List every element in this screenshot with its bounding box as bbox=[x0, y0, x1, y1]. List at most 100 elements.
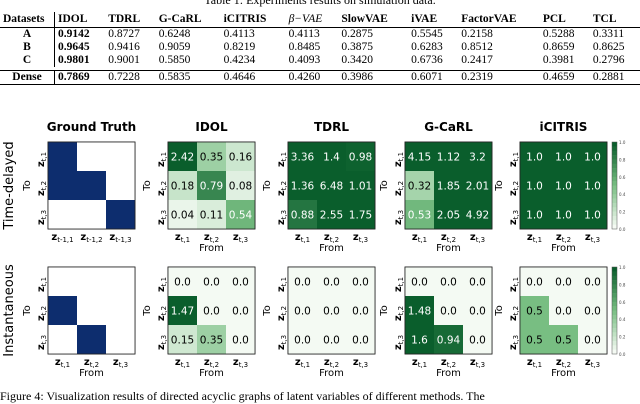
cell-value: 0.0 bbox=[584, 277, 601, 289]
colorbar-segment bbox=[612, 327, 617, 333]
cell-value: 0.0 bbox=[203, 277, 220, 289]
tick-label: zt,1 bbox=[295, 357, 310, 369]
tick-label: zt,1 bbox=[36, 277, 48, 292]
colorbar-segment bbox=[612, 267, 617, 272]
header-tdrl: TDRL bbox=[105, 12, 156, 28]
colorbar-segment bbox=[612, 271, 617, 276]
cell-value: 0.54 bbox=[229, 210, 253, 222]
tick-label: zt,1 bbox=[508, 277, 520, 292]
table-row: A 0.9142 0.8727 0.6248 0.4113 0.4113 0.2… bbox=[0, 27, 640, 41]
table-cell: 0.9059 bbox=[158, 41, 191, 53]
heatmap-border bbox=[167, 141, 256, 230]
tick-label: zt,1 bbox=[156, 152, 168, 167]
tick-label: zt,3 bbox=[276, 335, 288, 350]
heatmap-border bbox=[287, 141, 376, 230]
colorbar-tick: 1.0 bbox=[619, 265, 626, 270]
heatmap-cell bbox=[226, 325, 255, 354]
colorbar-segment bbox=[612, 142, 617, 147]
tick-label: zt,2 bbox=[276, 306, 288, 321]
heatmap-cell bbox=[77, 200, 106, 229]
colorbar-segment bbox=[612, 301, 617, 307]
colorbar-segment bbox=[612, 224, 617, 230]
table-cell: 0.6283 bbox=[411, 41, 443, 53]
cell-value: 4.92 bbox=[466, 210, 489, 222]
heatmap-cell bbox=[520, 200, 549, 229]
cell-value: 1.75 bbox=[349, 210, 372, 222]
colorbar-frame bbox=[611, 266, 618, 355]
heatmap-cell bbox=[106, 267, 135, 296]
colorbar-segment bbox=[612, 275, 617, 281]
cell-value: 0.0 bbox=[469, 277, 486, 289]
colorbar-segment bbox=[612, 146, 617, 151]
tick-label: zt,2 bbox=[508, 306, 520, 321]
table-cell: 0.2881 bbox=[589, 70, 640, 85]
heatmap-cell bbox=[578, 200, 607, 229]
table-cell: 0.9801 bbox=[58, 54, 90, 66]
heatmap-cell bbox=[288, 267, 317, 296]
cell-value: 2.01 bbox=[466, 181, 489, 193]
table-cell: 0.4234 bbox=[223, 54, 256, 66]
table-cell: 0.4113 bbox=[223, 28, 255, 40]
x-axis-label: From bbox=[436, 368, 461, 379]
table-cell: 0.5850 bbox=[158, 54, 191, 66]
cell-value: 0.0 bbox=[294, 277, 311, 289]
table-cell: 0.9416 bbox=[108, 41, 140, 53]
heatmap-cell bbox=[48, 296, 77, 325]
tick-label: zt,3 bbox=[36, 210, 48, 225]
colorbar-segment bbox=[612, 332, 617, 337]
heatmap-cell bbox=[317, 171, 346, 200]
heatmap-cell bbox=[346, 200, 375, 229]
colorbar-segment bbox=[612, 150, 617, 156]
cell-value: 0.0 bbox=[469, 306, 486, 318]
tick-label: zt,1 bbox=[276, 277, 288, 292]
cell-value: 3.36 bbox=[291, 152, 315, 164]
header-gcarl: G-CaRL bbox=[155, 12, 221, 28]
header-pcl: PCL bbox=[539, 12, 590, 28]
heatmap-cell bbox=[48, 267, 77, 296]
heatmap-cell bbox=[106, 325, 135, 354]
colorbar-tick: 0.4 bbox=[619, 192, 626, 197]
cell-value: 0.98 bbox=[349, 152, 372, 164]
cell-value: 0.0 bbox=[294, 335, 311, 347]
tick-label: zt,1 bbox=[393, 277, 405, 292]
tick-label: zt,1 bbox=[412, 232, 427, 244]
tick-label: zt,3 bbox=[393, 335, 405, 350]
cell-value: 0.0 bbox=[323, 306, 340, 318]
x-axis-label: From bbox=[199, 243, 224, 254]
heatmap-cell bbox=[77, 171, 106, 200]
colorbar-frame bbox=[611, 141, 618, 230]
cell-value: 1.12 bbox=[437, 152, 460, 164]
tick-label: zt,1 bbox=[527, 357, 542, 369]
heatmap-cell bbox=[77, 296, 106, 325]
colorbar-segment bbox=[612, 211, 617, 217]
tick-label: zt,3 bbox=[156, 210, 168, 225]
table-cell: 0.2796 bbox=[592, 54, 625, 66]
tick-label: zt,3 bbox=[585, 357, 600, 369]
colorbar-segment bbox=[612, 306, 617, 311]
cell-value: 0.5 bbox=[526, 335, 543, 347]
cell-value: 0.0 bbox=[323, 335, 340, 347]
cell-value: 0.88 bbox=[291, 210, 314, 222]
table-cell: 0.2417 bbox=[461, 54, 493, 66]
tick-label: zt,3 bbox=[393, 210, 405, 225]
cell-value: 1.0 bbox=[555, 210, 572, 222]
colorbar-segment bbox=[612, 345, 617, 350]
tick-label: zt,3 bbox=[470, 232, 485, 244]
table-cell: 0.3981 bbox=[542, 54, 575, 66]
colorbar-segment bbox=[612, 349, 617, 355]
tick-label: zt,2 bbox=[324, 232, 339, 244]
heatmap-cell bbox=[226, 171, 255, 200]
cell-value: 1.85 bbox=[437, 181, 460, 193]
colorbar-segment bbox=[612, 215, 617, 221]
x-axis-label: From bbox=[319, 368, 344, 379]
heatmap-cell bbox=[288, 142, 317, 171]
cell-value: 0.32 bbox=[408, 181, 431, 193]
cell-value: 0.0 bbox=[555, 306, 572, 318]
dataset-cell: Dense bbox=[0, 70, 55, 85]
table-cell: 0.4093 bbox=[288, 54, 321, 66]
heatmap-cell bbox=[346, 325, 375, 354]
cell-value: 0.0 bbox=[584, 335, 601, 347]
heatmap-cell bbox=[578, 267, 607, 296]
heatmap-border bbox=[287, 266, 376, 355]
table-row: B 0.9645 0.9416 0.9059 0.8219 0.8485 0.3… bbox=[0, 41, 640, 54]
